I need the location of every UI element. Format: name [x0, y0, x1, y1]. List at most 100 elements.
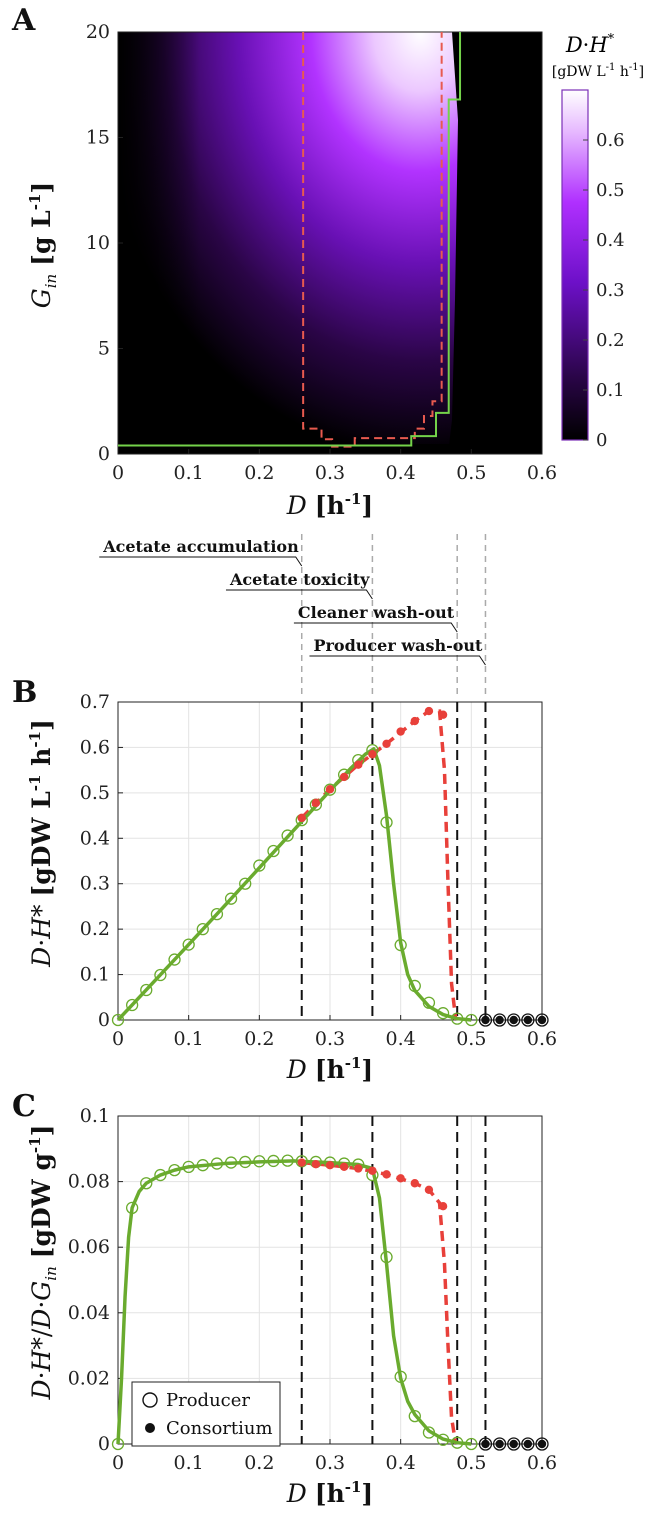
x-tick-label-4: 0.4 — [386, 1028, 416, 1050]
consortium-point-10 — [438, 1202, 448, 1211]
colorbar-tick-label-4: 0.4 — [596, 230, 625, 251]
x-tick-label-1: 0.1 — [174, 1452, 204, 1474]
producer-point-11 — [267, 1154, 280, 1168]
producer-point-4 — [168, 953, 181, 966]
x-tick-label-3: 0.3 — [315, 1452, 345, 1474]
consortium-point-8 — [410, 1179, 419, 1188]
washout-ring-0 — [478, 1437, 493, 1451]
washout-point-3 — [523, 1015, 533, 1025]
heatmap-left-shade — [118, 32, 208, 454]
legend-marker-consortium — [145, 1423, 155, 1433]
y-tick-label-4: 0.4 — [80, 827, 110, 849]
y-tick-label-0: 0 — [98, 443, 110, 465]
ylabel-b: D·H* [gDW L-1 h-1] — [26, 719, 56, 968]
contour-solid — [118, 32, 462, 447]
y-tick-label-4: 0.08 — [68, 1171, 110, 1193]
producer-point-10 — [253, 1155, 266, 1168]
washout-point-2 — [509, 1439, 518, 1449]
producer-point-3 — [154, 968, 167, 982]
washout-ring-2 — [507, 1437, 521, 1451]
consortium-point-0 — [297, 1158, 306, 1167]
y-tick-label-0: 0 — [98, 1433, 110, 1455]
y-tick-label-2: 0.2 — [80, 918, 110, 940]
producer-point-1 — [125, 1201, 139, 1214]
producer-point-22 — [422, 996, 436, 1009]
producer-point-11 — [267, 844, 280, 858]
producer-point-12 — [281, 829, 294, 842]
heatmap-washout-region — [448, 32, 542, 454]
xlabel-a: D [h-1] — [286, 490, 374, 520]
producer-point-25 — [465, 1437, 478, 1451]
y-tick-label-4: 20 — [86, 21, 110, 43]
colorbar-tick-label-5: 0.5 — [596, 180, 625, 201]
axes-c: 0 0.1 0.2 0.3 0.4 0.5 0.6 0 0.02 0.04 0.06 0.08 0.1 — [68, 1105, 557, 1474]
producer-point-20 — [394, 1370, 407, 1383]
y-tick-label-3: 15 — [86, 127, 110, 149]
threshold-label-2: Cleaner wash-out — [298, 603, 455, 622]
producer-point-10 — [253, 859, 266, 872]
panel-a: 0 0.1 0.2 0.3 0.4 0.5 0.6 0 5 10 15 20 D [h-1] Gin … — [26, 21, 644, 520]
y-tick-label-3: 0.3 — [80, 873, 110, 895]
x-tick-label-2: 0.2 — [244, 1452, 274, 1474]
x-tick-label-6: 0.6 — [527, 1028, 557, 1050]
producer-point-12 — [281, 1154, 294, 1167]
washout-ring-2 — [507, 1013, 521, 1027]
consortium-point-8 — [410, 716, 419, 726]
x-tick-label-6: 0.6 — [527, 1452, 557, 1474]
consortium-point-4 — [354, 1164, 363, 1173]
consortium-point-0 — [297, 813, 306, 823]
producer-point-5 — [182, 938, 195, 951]
legend-marker-producer — [142, 1392, 158, 1408]
consortium-point-4 — [354, 760, 363, 769]
consortium-point-2 — [325, 1161, 335, 1170]
ylabel-a: Gin [g L-1] — [26, 182, 60, 309]
threshold-label-0: Acetate accumulation — [102, 537, 299, 556]
x-tick-label-2: 0.2 — [244, 1028, 274, 1050]
producer-point-2 — [140, 1177, 153, 1190]
producer-point-21 — [408, 1409, 421, 1423]
y-tick-label-5: 0.5 — [80, 782, 110, 804]
producer-point-5 — [182, 1160, 195, 1173]
y-tick-label-2: 10 — [86, 232, 110, 254]
producer-point-7 — [210, 908, 224, 921]
x-tick-label-1: 0.1 — [174, 462, 204, 484]
washout-point-4 — [537, 1439, 547, 1449]
panel-c: 0 0.1 0.2 0.3 0.4 0.5 0.600.020.040.060.080.1 … — [26, 1105, 557, 1508]
consortium-point-1 — [311, 1160, 321, 1169]
contour-dashed — [302, 32, 443, 448]
colorbar-scale — [561, 89, 589, 441]
consortium-point-9 — [424, 1185, 434, 1195]
x-tick-label-5: 0.5 — [456, 462, 486, 484]
y-tick-label-2: 0.04 — [68, 1302, 110, 1324]
x-tick-label-5: 0.5 — [456, 1452, 486, 1474]
y-tick-label-7: 0.7 — [80, 691, 110, 713]
consortium-point-1 — [311, 798, 321, 808]
producer-point-3 — [154, 1168, 167, 1182]
producer-point-24 — [451, 1012, 464, 1025]
threshold-leader-1 — [225, 589, 373, 600]
consortium-point-7 — [396, 1174, 405, 1183]
colorbar-tick-label-3: 0.3 — [596, 280, 625, 301]
legend-label-producer: Producer — [166, 1390, 250, 1411]
colorbar-tick-label-1: 0.1 — [596, 380, 625, 401]
consortium-point-9 — [424, 706, 434, 716]
producer-point-6 — [196, 1159, 209, 1172]
washout-ring-1 — [492, 1437, 507, 1451]
consortium-point-5 — [368, 1166, 377, 1175]
producer-curve — [116, 747, 472, 1022]
colorbar-tick-label-0: 0 — [596, 430, 607, 451]
consortium-point-10 — [438, 710, 448, 719]
y-tick-label-3: 0.06 — [68, 1236, 110, 1258]
x-tick-label-0: 0 — [112, 1028, 124, 1050]
producer-point-19 — [380, 1250, 393, 1264]
x-tick-label-0: 0 — [112, 1452, 124, 1474]
colorbar-title: D·H* — [565, 32, 615, 57]
producer-point-22 — [422, 1426, 436, 1439]
washout-point-2 — [509, 1015, 518, 1025]
y-tick-label-6: 0.6 — [80, 736, 110, 758]
washout-point-1 — [495, 1439, 504, 1449]
washout-ring-4 — [535, 1013, 549, 1027]
producer-point-0 — [111, 1013, 125, 1027]
producer-point-2 — [140, 983, 153, 997]
